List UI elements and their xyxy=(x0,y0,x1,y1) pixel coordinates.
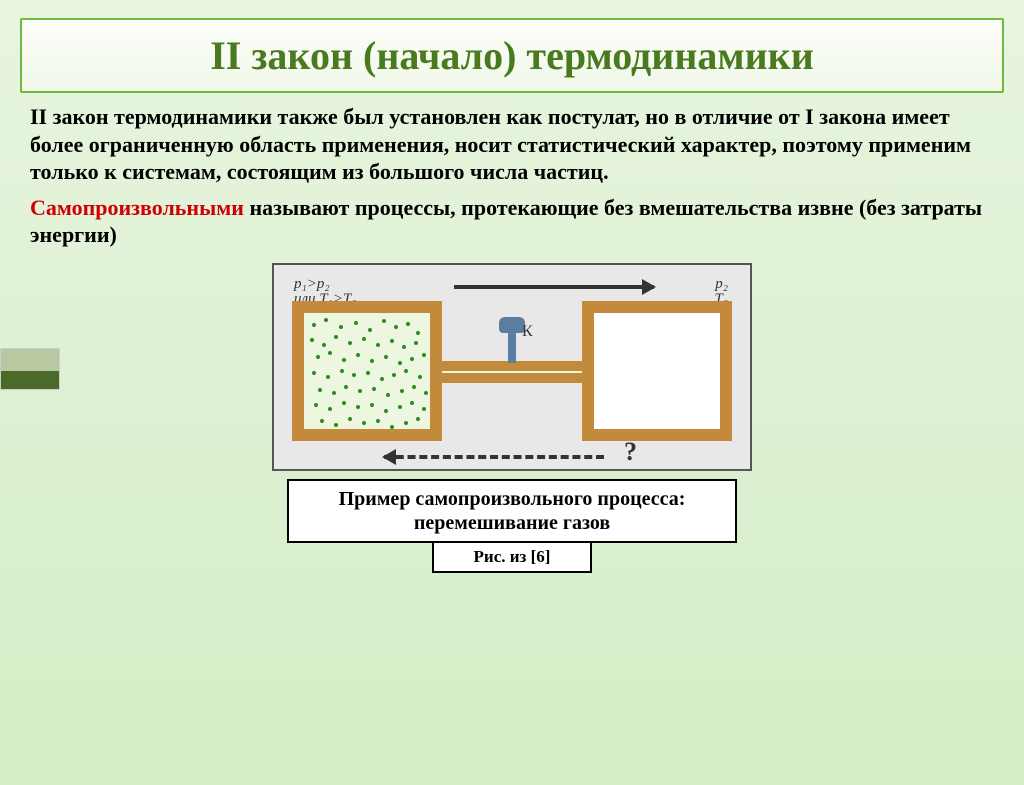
gas-dot-icon xyxy=(318,388,322,392)
gas-dot-icon xyxy=(376,343,380,347)
gas-dot-icon xyxy=(342,401,346,405)
gas-dot-icon xyxy=(384,409,388,413)
gas-dot-icon xyxy=(326,375,330,379)
valve-stem-icon xyxy=(508,329,516,363)
caption-line2: перемешивание газов xyxy=(297,511,727,535)
gas-particles xyxy=(304,313,430,429)
left-chamber xyxy=(292,301,442,441)
gas-dot-icon xyxy=(362,421,366,425)
gas-dot-icon xyxy=(356,405,360,409)
gas-dot-icon xyxy=(376,419,380,423)
gas-dot-icon xyxy=(390,425,394,429)
gas-dot-icon xyxy=(418,375,422,379)
gas-dot-icon xyxy=(416,417,420,421)
gas-dot-icon xyxy=(422,353,426,357)
valve-label: К xyxy=(522,323,533,341)
gas-dot-icon xyxy=(394,325,398,329)
paragraph-2: Самопроизвольными называют процессы, про… xyxy=(30,194,994,249)
gas-dot-icon xyxy=(348,417,352,421)
gas-dot-icon xyxy=(398,405,402,409)
gas-dot-icon xyxy=(410,401,414,405)
slide-thumbnail xyxy=(0,348,60,390)
gas-dot-icon xyxy=(414,341,418,345)
gas-dot-icon xyxy=(404,421,408,425)
gas-dot-icon xyxy=(312,323,316,327)
gas-dot-icon xyxy=(366,371,370,375)
gas-dot-icon xyxy=(324,318,328,322)
gas-dot-icon xyxy=(316,355,320,359)
gas-dot-icon xyxy=(402,345,406,349)
forward-arrow-icon xyxy=(454,285,654,289)
connecting-pipe xyxy=(442,361,582,383)
gas-dot-icon xyxy=(340,369,344,373)
paragraph-1-text: II закон термодинамики также был установ… xyxy=(30,104,971,184)
figure-source: Рис. из [6] xyxy=(432,543,592,573)
page-title: II закон (начало) термодинамики xyxy=(42,32,982,79)
gas-dot-icon xyxy=(352,373,356,377)
gas-dot-icon xyxy=(424,391,428,395)
gas-dot-icon xyxy=(392,373,396,377)
reverse-arrow-icon xyxy=(384,455,604,459)
gas-dot-icon xyxy=(368,328,372,332)
gas-dot-icon xyxy=(370,403,374,407)
gas-dot-icon xyxy=(362,337,366,341)
question-mark: ? xyxy=(624,437,637,467)
gas-dot-icon xyxy=(334,423,338,427)
title-container: II закон (начало) термодинамики xyxy=(20,18,1004,93)
gas-dot-icon xyxy=(370,359,374,363)
gas-dot-icon xyxy=(348,341,352,345)
diagram-frame: p₁>p₂ или T₁>T₂ p₂ T₂ К ? xyxy=(272,263,752,471)
right-label-line1: p₂ xyxy=(714,277,728,293)
gas-dot-icon xyxy=(422,407,426,411)
gas-dot-icon xyxy=(332,391,336,395)
gas-dot-icon xyxy=(386,393,390,397)
gas-dot-icon xyxy=(339,325,343,329)
diagram-caption: Пример самопроизвольного процесса: перем… xyxy=(287,479,737,543)
gas-dot-icon xyxy=(322,343,326,347)
gas-dot-icon xyxy=(412,385,416,389)
gas-dot-icon xyxy=(310,338,314,342)
gas-dot-icon xyxy=(400,389,404,393)
gas-dot-icon xyxy=(380,377,384,381)
gas-dot-icon xyxy=(334,335,338,339)
gas-dot-icon xyxy=(314,403,318,407)
gas-dot-icon xyxy=(344,385,348,389)
caption-line1: Пример самопроизвольного процесса: xyxy=(297,487,727,511)
gas-dot-icon xyxy=(320,419,324,423)
gas-dot-icon xyxy=(384,355,388,359)
paragraph-1: II закон термодинамики также был установ… xyxy=(30,103,994,186)
gas-dot-icon xyxy=(342,358,346,362)
gas-dot-icon xyxy=(390,339,394,343)
right-chamber xyxy=(582,301,732,441)
gas-dot-icon xyxy=(382,319,386,323)
gas-dot-icon xyxy=(328,407,332,411)
gas-dot-icon xyxy=(410,357,414,361)
gas-dot-icon xyxy=(404,369,408,373)
left-label-line1: p₁>p₂ xyxy=(294,277,357,293)
gas-dot-icon xyxy=(312,371,316,375)
gas-dot-icon xyxy=(354,321,358,325)
gas-dot-icon xyxy=(406,322,410,326)
gas-dot-icon xyxy=(416,331,420,335)
gas-dot-icon xyxy=(328,351,332,355)
gas-dot-icon xyxy=(398,361,402,365)
gas-dot-icon xyxy=(356,353,360,357)
accent-term: Самопроизвольными xyxy=(30,195,244,220)
gas-dot-icon xyxy=(372,387,376,391)
diagram: p₁>p₂ или T₁>T₂ p₂ T₂ К ? xyxy=(284,273,740,463)
gas-dot-icon xyxy=(358,389,362,393)
